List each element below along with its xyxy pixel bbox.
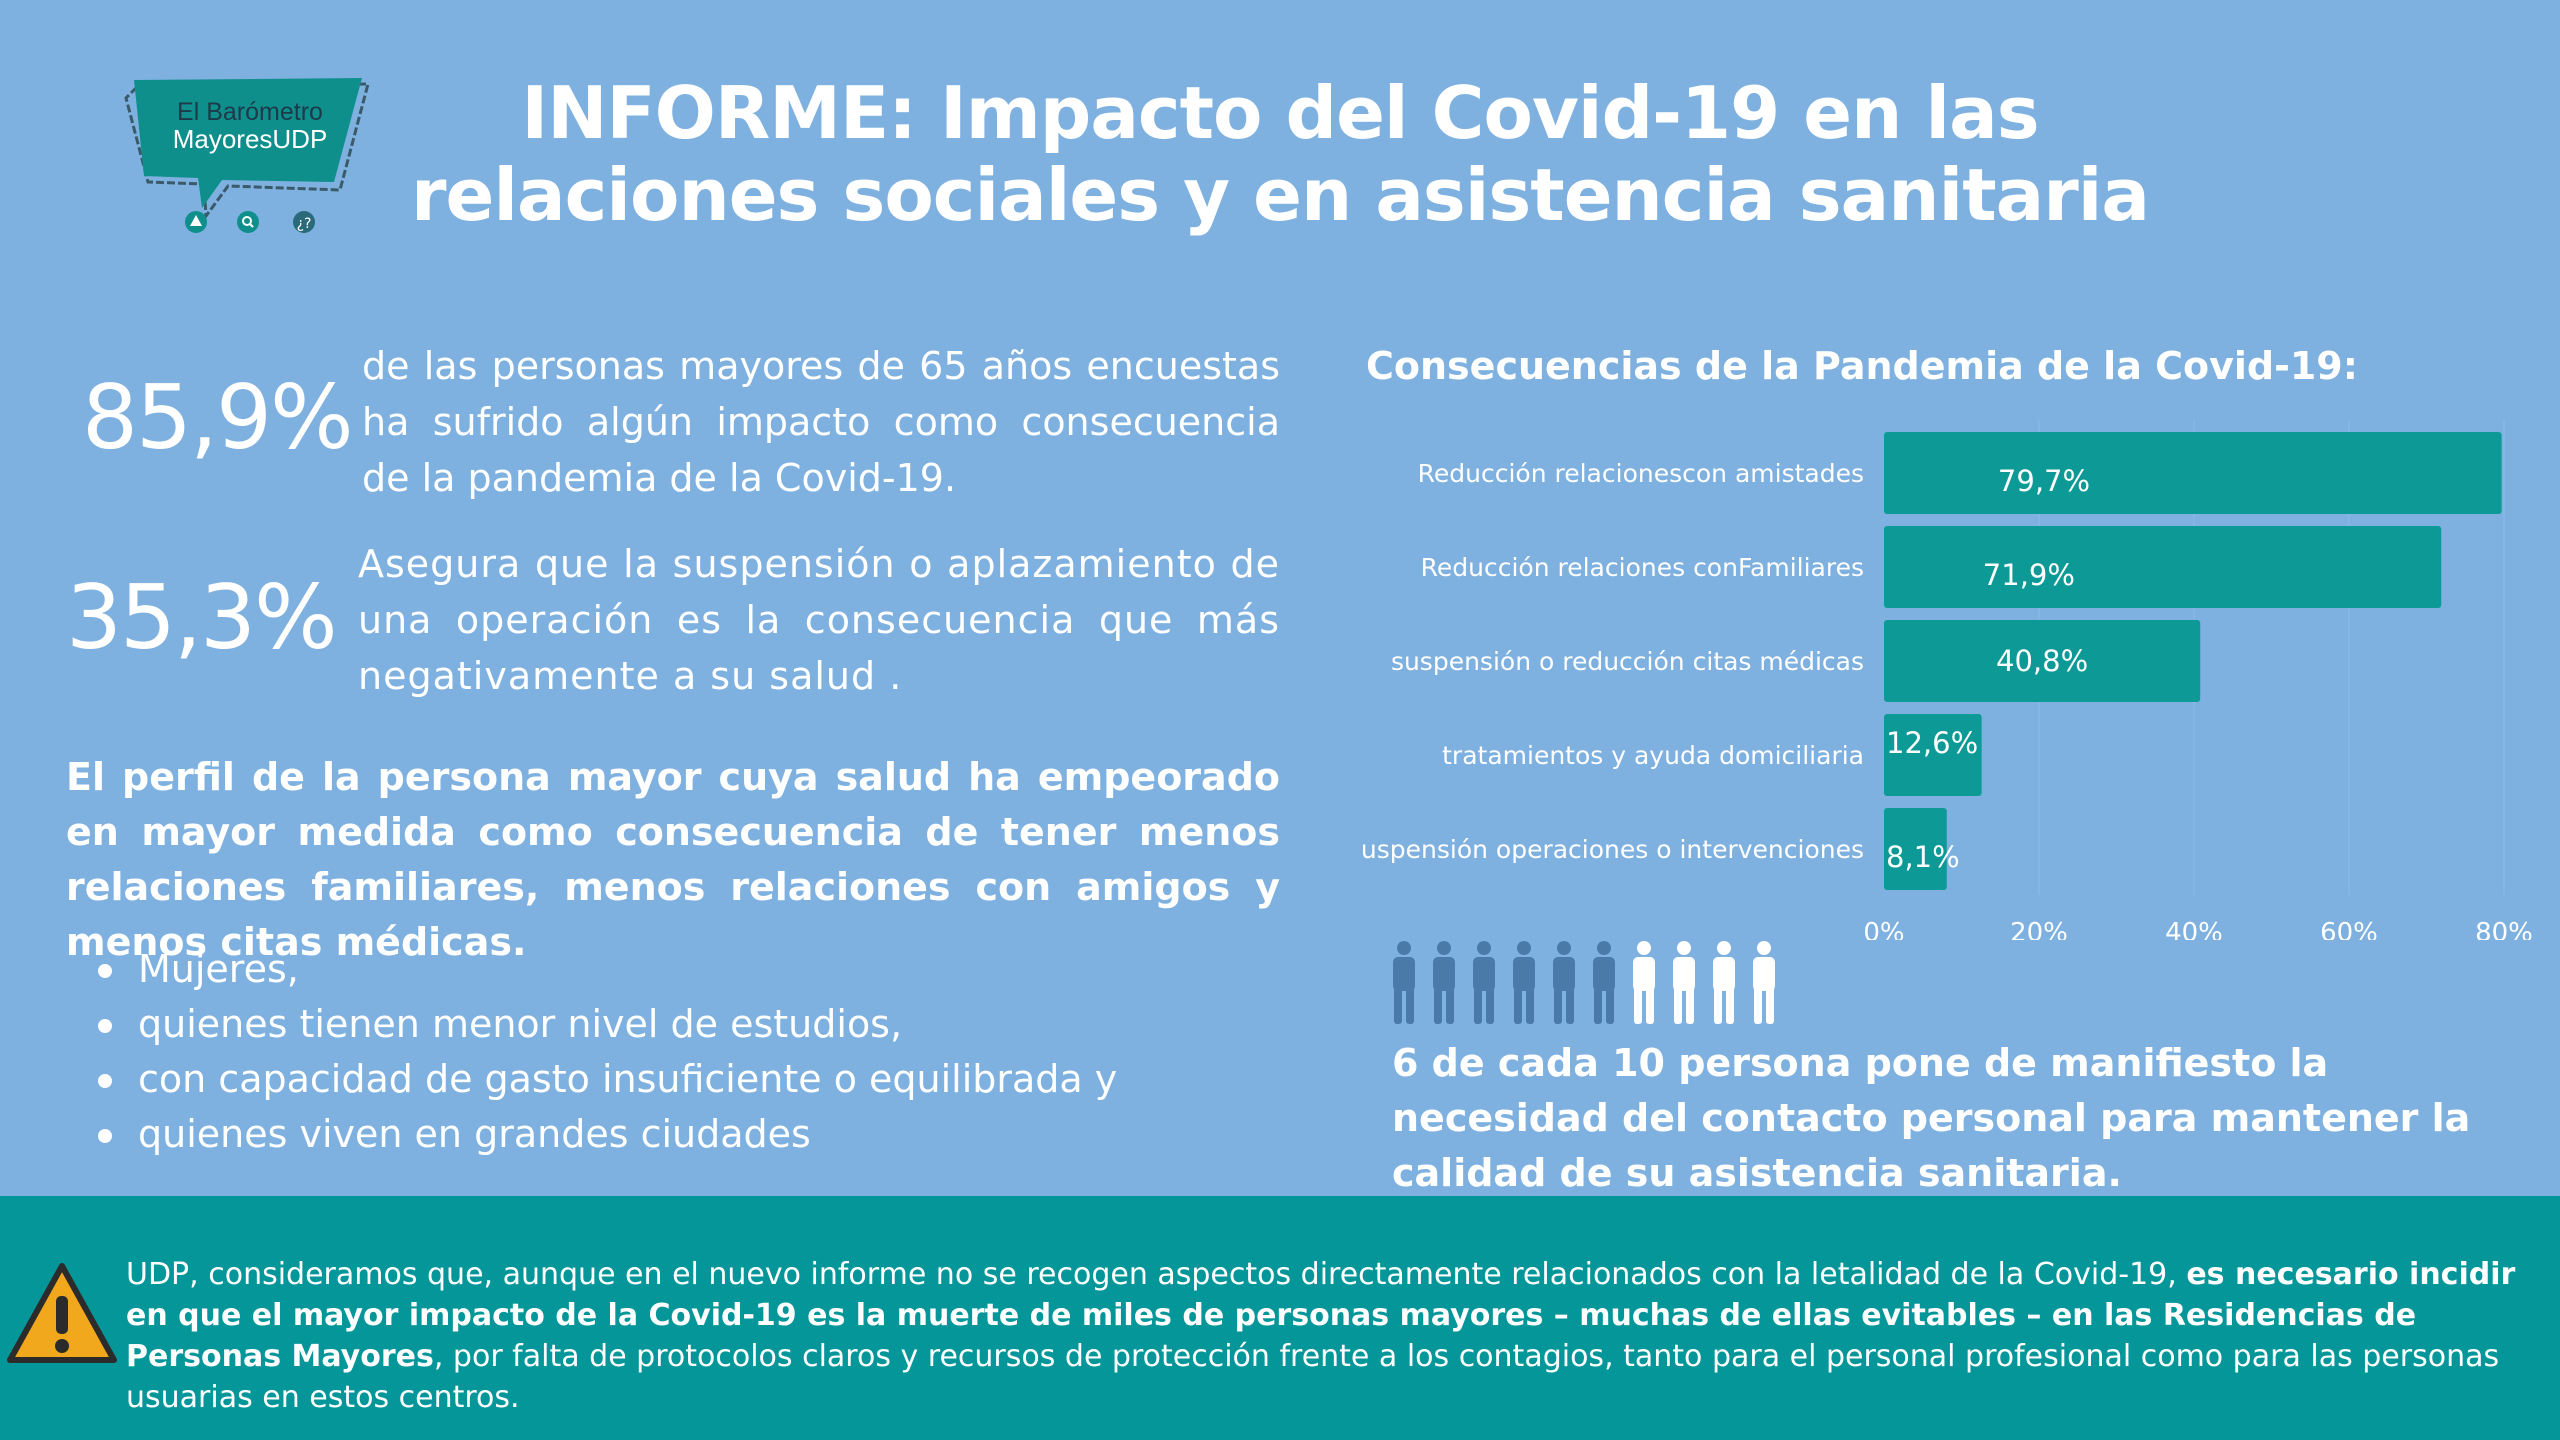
person-icon [1433,941,1455,1024]
stat1-value: 85,9% [82,366,354,469]
x-tick-label: 80% [2475,918,2533,940]
x-tick-label: 20% [2010,918,2068,940]
stat2-value: 35,3% [66,566,338,669]
x-tick-label: 40% [2165,918,2223,940]
stat1-text: de las personas mayores de 65 años encue… [362,344,1280,500]
page-title: INFORME: Impacto del Covid-19 en las rel… [380,72,2180,236]
list-item: con capacidad de gasto insuficiente o eq… [96,1052,1117,1107]
profile-text: El perfil de la persona mayor cuya salud… [66,755,1280,964]
svg-text:¿?: ¿? [297,216,312,232]
person-icon [1593,941,1615,1024]
warning-icon [7,1263,117,1363]
footer-text-part3: , por falta de protocolos claros y recur… [126,1339,2500,1415]
data-label: 71,9% [1983,558,2075,592]
bar [1884,526,2442,608]
bar [1884,620,2201,702]
data-label: 12,6% [1886,726,1978,760]
footer-text-bold: es necesario incidir en que el mayor imp… [126,1257,2516,1374]
list-item: quienes viven en grandes ciudades [96,1107,1117,1162]
footer-text: UDP, consideramos que, aunque en el nuev… [126,1254,2536,1418]
person-icon [1513,941,1535,1024]
x-tick-label: 60% [2320,918,2378,940]
person-icon [1393,941,1415,1024]
person-icon [1713,941,1735,1024]
logo-line1: El Barómetro [177,98,323,126]
person-icon [1753,941,1775,1024]
category-label: Suspensión operaciones o intervenciones [1360,835,1864,864]
category-label: Reducción relaciones conFamiliares [1421,553,1864,582]
logo-line2: MayoresUDP [173,124,328,154]
data-label: 40,8% [1996,644,2088,678]
search-icon [237,211,259,233]
list-item: Mujeres, [96,942,1117,997]
person-icon [1473,941,1495,1024]
people-pictogram [1393,941,1775,1024]
category-label: tratamientos y ayuda domiciliaria [1442,741,1864,770]
bar [1884,432,2502,514]
footer-text-part1: UDP, consideramos que, aunque en el nuev… [126,1257,2187,1292]
list-item: quienes tienen menor nivel de estudios, [96,997,1117,1052]
title-line1: INFORME: Impacto del Covid-19 en las [521,71,2039,155]
bar [1884,714,1982,796]
person-icon [1553,941,1575,1024]
bar-chart: 0% 20% 40% 60% 80% Reducción relacionescon am… [1360,420,2533,940]
people-text: 6 de cada 10 persona pone de manifiesto … [1392,1041,2471,1195]
stat2-text: Asegura que la suspensión o aplazamiento… [358,542,1280,698]
chart-title: Consecuencias de la Pandemia de la Covid… [1366,344,2358,388]
x-tick-label: 0% [1863,918,1904,940]
footer-banner [0,1196,2560,1440]
title-line2: relaciones sociales y en asistencia sani… [411,153,2150,237]
person-icon [1633,941,1655,1024]
people-question-icon: ¿? [293,211,315,233]
category-label: suspensión o reducción citas médicas [1391,647,1864,676]
data-label: 79,7% [1998,464,2090,498]
udp-logo: El Barómetro MayoresUDP ¿? [124,78,370,233]
category-label: Reducción relacionescon amistades [1418,459,1864,488]
bar [1884,808,1947,890]
profile-list: Mujeres, quienes tienen menor nivel de e… [96,942,1117,1162]
tree-icon [185,211,207,233]
data-label: 8,1% [1886,840,1960,874]
person-icon [1673,941,1695,1024]
